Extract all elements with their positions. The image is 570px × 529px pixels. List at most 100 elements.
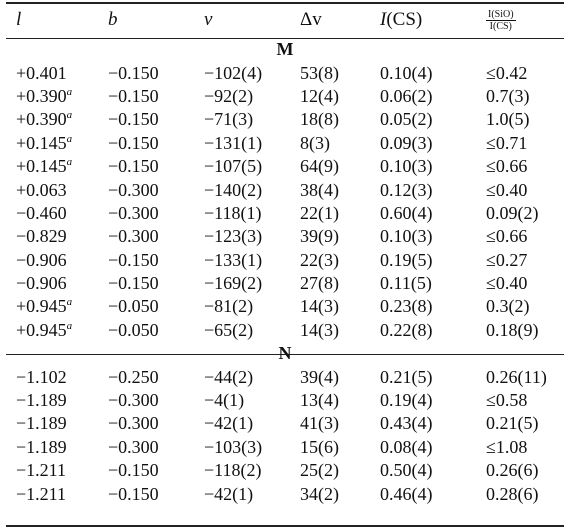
table-row: −0.829 −0.300 −123(3) 39(9) 0.10(3) ≤0.66 — [6, 225, 564, 248]
cell-l: +0.945a — [6, 295, 98, 318]
cell-b-value: −0.150 — [108, 132, 159, 153]
cell-b: −0.050 — [98, 295, 194, 318]
cell-l: −0.906 — [6, 272, 98, 295]
cell-v: −140(2) — [194, 178, 290, 201]
cell-ics-value: 0.19(5) — [380, 249, 433, 270]
cell-b-value: −0.150 — [108, 273, 159, 294]
header-dv: Δv — [290, 2, 370, 38]
table-row: +0.145a −0.150 −107(5) 64(9) 0.10(3) ≤0.66 — [6, 155, 564, 178]
cell-ics: 0.05(2) — [370, 108, 476, 131]
cell-v-value: −169(2) — [204, 273, 263, 294]
table-row: +0.401 −0.150 −102(4) 53(8) 0.10(4) ≤0.42 — [6, 61, 564, 84]
cell-b: −0.300 — [98, 389, 194, 412]
cell-ics-value: 0.23(8) — [380, 296, 433, 317]
cell-l-value: −1.189 — [16, 436, 67, 457]
cell-b: −0.300 — [98, 436, 194, 459]
cell-l: −1.189 — [6, 389, 98, 412]
section-label: N — [278, 343, 292, 364]
cell-ics: 0.21(5) — [370, 365, 476, 388]
cell-ics: 0.08(4) — [370, 436, 476, 459]
cell-l: +0.401 — [6, 61, 98, 84]
cell-l: −1.189 — [6, 436, 98, 459]
cell-ics-value: 0.21(5) — [380, 366, 433, 387]
ratio-numerator: I(SiO) — [486, 8, 516, 21]
cell-dv-value: 53(8) — [300, 62, 339, 83]
header-l: l — [16, 9, 22, 30]
cell-l-value: +0.145 — [16, 132, 67, 153]
cell-l: −0.460 — [6, 202, 98, 225]
cell-l-value: −0.460 — [16, 202, 67, 223]
cell-dv: 39(4) — [290, 365, 370, 388]
cell-ratio-value: ≤0.42 — [486, 62, 528, 83]
cell-b-value: −0.050 — [108, 296, 159, 317]
cell-v-value: −118(1) — [204, 202, 262, 223]
cell-ratio-value: ≤1.08 — [486, 436, 528, 457]
cell-dv-value: 14(3) — [300, 319, 339, 340]
cell-l-value: +0.945 — [16, 296, 67, 317]
cell-v: −103(3) — [194, 436, 290, 459]
cell-l: −1.102 — [6, 365, 98, 388]
cell-v: −81(2) — [194, 295, 290, 318]
ratio-fraction: I(SiO) I(CS) — [486, 9, 516, 32]
cell-b: −0.300 — [98, 178, 194, 201]
cell-dv: 15(6) — [290, 436, 370, 459]
cell-l: −0.906 — [6, 249, 98, 272]
table-row: +0.945a −0.050 −81(2) 14(3) 0.23(8) 0.3(2) — [6, 295, 564, 318]
cell-ics: 0.43(4) — [370, 412, 476, 435]
cell-ics: 0.12(3) — [370, 178, 476, 201]
cell-dv-value: 22(1) — [300, 202, 339, 223]
bottom-rule — [6, 525, 564, 527]
cell-l: −1.211 — [6, 482, 98, 505]
cell-ratio: ≤0.66 — [476, 225, 564, 248]
table-row: −1.189 −0.300 −4(1) 13(4) 0.19(4) ≤0.58 — [6, 389, 564, 412]
section-header-row: M — [6, 38, 564, 61]
cell-v: −71(3) — [194, 108, 290, 131]
cell-ics: 0.10(3) — [370, 225, 476, 248]
cell-l: +0.145a — [6, 132, 98, 155]
cell-l: −1.189 — [6, 412, 98, 435]
cell-b-value: −0.300 — [108, 390, 159, 411]
cell-v-value: −81(2) — [204, 296, 254, 317]
cell-ics: 0.50(4) — [370, 459, 476, 482]
cell-v: −133(1) — [194, 249, 290, 272]
cell-ratio-value: ≤0.58 — [486, 390, 528, 411]
cell-l-value: +0.063 — [16, 179, 67, 200]
cell-ratio-value: ≤0.27 — [486, 249, 528, 270]
cell-ratio-value: 0.28(6) — [486, 483, 539, 504]
cell-v-value: −123(3) — [204, 226, 263, 247]
cell-ics: 0.23(8) — [370, 295, 476, 318]
cell-l-value: −1.189 — [16, 413, 67, 434]
cell-b: −0.150 — [98, 459, 194, 482]
cell-l: +0.145a — [6, 155, 98, 178]
footnote-marker: a — [66, 319, 73, 332]
cell-dv-value: 15(6) — [300, 436, 339, 457]
cell-v-value: −107(5) — [204, 156, 263, 177]
cell-v: −42(1) — [194, 482, 290, 505]
cell-dv: 64(9) — [290, 155, 370, 178]
cell-ratio-value: 0.18(9) — [486, 319, 539, 340]
table-row: −1.102 −0.250 −44(2) 39(4) 0.21(5) 0.26(11) — [6, 365, 564, 388]
table-row: −1.211 −0.150 −42(1) 34(2) 0.46(4) 0.28(6) — [6, 482, 564, 505]
cell-ics-value: 0.11(5) — [380, 273, 432, 294]
cell-ratio-value: ≤0.40 — [486, 179, 528, 200]
header-row: l b v Δv I(CS) I(SiO) I(CS) — [6, 2, 564, 38]
cell-b-value: −0.150 — [108, 483, 159, 504]
cell-l-value: +0.945 — [16, 319, 67, 340]
cell-ratio: ≤0.40 — [476, 178, 564, 201]
cell-l: −1.211 — [6, 459, 98, 482]
table-row: +0.063 −0.300 −140(2) 38(4) 0.12(3) ≤0.40 — [6, 178, 564, 201]
cell-ratio: ≤0.27 — [476, 249, 564, 272]
cell-ics-value: 0.08(4) — [380, 436, 433, 457]
cell-ratio: ≤0.58 — [476, 389, 564, 412]
cell-b-value: −0.300 — [108, 413, 159, 434]
cell-ratio: 0.3(2) — [476, 295, 564, 318]
cell-ics-value: 0.19(4) — [380, 390, 433, 411]
cell-ics: 0.19(4) — [370, 389, 476, 412]
cell-ratio-value: 1.0(5) — [486, 109, 530, 130]
header-ics-var: I — [380, 9, 387, 30]
cell-v-value: −133(1) — [204, 249, 263, 270]
cell-v-value: −65(2) — [204, 319, 254, 340]
cell-v-value: −42(1) — [204, 413, 254, 434]
cell-ics: 0.46(4) — [370, 482, 476, 505]
cell-ratio: 0.18(9) — [476, 319, 564, 342]
